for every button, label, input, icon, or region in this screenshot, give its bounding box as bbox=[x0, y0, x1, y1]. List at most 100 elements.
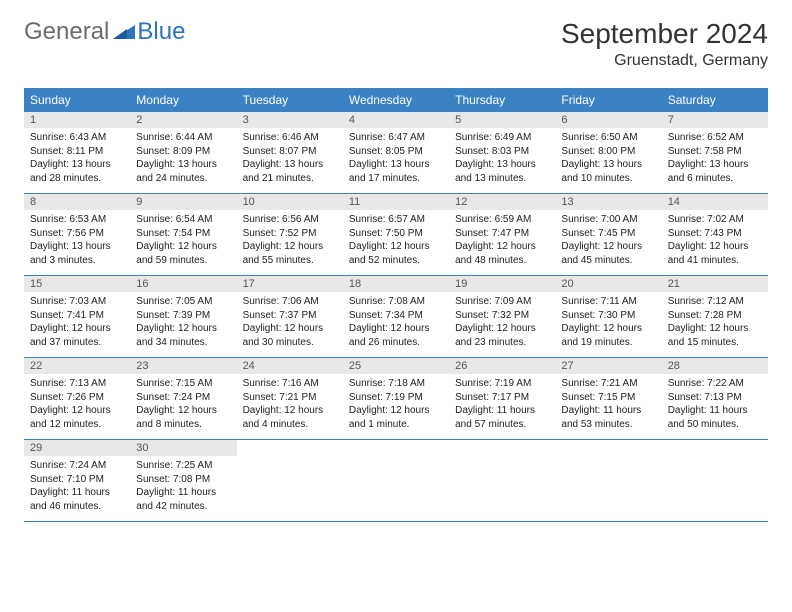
day-number: 30 bbox=[130, 440, 236, 456]
day-cell: 5Sunrise: 6:49 AMSunset: 8:03 PMDaylight… bbox=[449, 112, 555, 193]
sunrise-line: Sunrise: 7:15 AM bbox=[136, 377, 230, 391]
sunset-line: Sunset: 7:41 PM bbox=[30, 309, 124, 323]
weeks-container: 1Sunrise: 6:43 AMSunset: 8:11 PMDaylight… bbox=[24, 112, 768, 522]
sunrise-line: Sunrise: 7:11 AM bbox=[561, 295, 655, 309]
day-cell: 15Sunrise: 7:03 AMSunset: 7:41 PMDayligh… bbox=[24, 276, 130, 357]
day-number: 14 bbox=[662, 194, 768, 210]
day-cell: 14Sunrise: 7:02 AMSunset: 7:43 PMDayligh… bbox=[662, 194, 768, 275]
day-cell: 21Sunrise: 7:12 AMSunset: 7:28 PMDayligh… bbox=[662, 276, 768, 357]
day-cell: 23Sunrise: 7:15 AMSunset: 7:24 PMDayligh… bbox=[130, 358, 236, 439]
sunset-line: Sunset: 7:50 PM bbox=[349, 227, 443, 241]
daylight-line: Daylight: 13 hours and 21 minutes. bbox=[243, 158, 337, 185]
day-number: 6 bbox=[555, 112, 661, 128]
sunset-line: Sunset: 7:58 PM bbox=[668, 145, 762, 159]
location-label: Gruenstadt, Germany bbox=[561, 52, 768, 70]
empty-cell bbox=[237, 440, 343, 521]
logo-triangle-icon bbox=[113, 23, 135, 44]
day-header-tue: Tuesday bbox=[237, 88, 343, 112]
day-number: 22 bbox=[24, 358, 130, 374]
day-cell: 10Sunrise: 6:56 AMSunset: 7:52 PMDayligh… bbox=[237, 194, 343, 275]
day-cell: 17 Sunrise: 7:06 AMSunset: 7:37 PMDayligh… bbox=[237, 276, 343, 357]
empty-cell bbox=[449, 440, 555, 521]
sunset-line: Sunset: 8:05 PM bbox=[349, 145, 443, 159]
sunrise-line: Sunrise: 7:00 AM bbox=[561, 213, 655, 227]
daylight-line: Daylight: 12 hours and 30 minutes. bbox=[243, 322, 337, 349]
day-number: 29 bbox=[24, 440, 130, 456]
day-header-sun: Sunday bbox=[24, 88, 130, 112]
day-number: 7 bbox=[662, 112, 768, 128]
daylight-line: Daylight: 12 hours and 34 minutes. bbox=[136, 322, 230, 349]
day-cell: 9Sunrise: 6:54 AMSunset: 7:54 PMDaylight… bbox=[130, 194, 236, 275]
day-number: 12 bbox=[449, 194, 555, 210]
sunrise-line: Sunrise: 7:16 AM bbox=[243, 377, 337, 391]
daylight-line: Daylight: 12 hours and 48 minutes. bbox=[455, 240, 549, 267]
day-number: 11 bbox=[343, 194, 449, 210]
page-title: September 2024 bbox=[561, 18, 768, 50]
day-cell: 29Sunrise: 7:24 AMSunset: 7:10 PMDayligh… bbox=[24, 440, 130, 521]
day-number: 27 bbox=[555, 358, 661, 374]
sunset-line: Sunset: 8:09 PM bbox=[136, 145, 230, 159]
sunset-line: Sunset: 7:15 PM bbox=[561, 391, 655, 405]
empty-cell bbox=[662, 440, 768, 521]
day-cell: 19Sunrise: 7:09 AMSunset: 7:32 PMDayligh… bbox=[449, 276, 555, 357]
day-cell: 27Sunrise: 7:21 AMSunset: 7:15 PMDayligh… bbox=[555, 358, 661, 439]
daylight-line: Daylight: 12 hours and 4 minutes. bbox=[243, 404, 337, 431]
day-cell: 7Sunrise: 6:52 AMSunset: 7:58 PMDaylight… bbox=[662, 112, 768, 193]
sunrise-line: Sunrise: 6:44 AM bbox=[136, 131, 230, 145]
daylight-line: Daylight: 13 hours and 17 minutes. bbox=[349, 158, 443, 185]
day-cell: 18Sunrise: 7:08 AMSunset: 7:34 PMDayligh… bbox=[343, 276, 449, 357]
sunrise-line: Sunrise: 6:54 AM bbox=[136, 213, 230, 227]
day-cell: 1Sunrise: 6:43 AMSunset: 8:11 PMDaylight… bbox=[24, 112, 130, 193]
daylight-line: Daylight: 13 hours and 6 minutes. bbox=[668, 158, 762, 185]
day-number: 5 bbox=[449, 112, 555, 128]
day-number: 4 bbox=[343, 112, 449, 128]
daylight-line: Daylight: 12 hours and 12 minutes. bbox=[30, 404, 124, 431]
sunrise-line: Sunrise: 7:12 AM bbox=[668, 295, 762, 309]
daylight-line: Daylight: 12 hours and 23 minutes. bbox=[455, 322, 549, 349]
sunrise-line: Sunrise: 6:43 AM bbox=[30, 131, 124, 145]
daylight-line: Daylight: 12 hours and 26 minutes. bbox=[349, 322, 443, 349]
daylight-line: Daylight: 11 hours and 46 minutes. bbox=[30, 486, 124, 513]
day-number: 23 bbox=[130, 358, 236, 374]
sunrise-line: Sunrise: 6:46 AM bbox=[243, 131, 337, 145]
sunset-line: Sunset: 7:30 PM bbox=[561, 309, 655, 323]
sunrise-line: Sunrise: 7:18 AM bbox=[349, 377, 443, 391]
day-cell: 25Sunrise: 7:18 AMSunset: 7:19 PMDayligh… bbox=[343, 358, 449, 439]
day-cell: 20 Sunrise: 7:11 AMSunset: 7:30 PMDayligh… bbox=[555, 276, 661, 357]
day-number: 9 bbox=[130, 194, 236, 210]
day-number: 24 bbox=[237, 358, 343, 374]
day-header-sat: Saturday bbox=[662, 88, 768, 112]
day-number: 2 bbox=[130, 112, 236, 128]
day-header-wed: Wednesday bbox=[343, 88, 449, 112]
sunset-line: Sunset: 7:21 PM bbox=[243, 391, 337, 405]
daylight-line: Daylight: 11 hours and 42 minutes. bbox=[136, 486, 230, 513]
daylight-line: Daylight: 12 hours and 19 minutes. bbox=[561, 322, 655, 349]
sunset-line: Sunset: 7:24 PM bbox=[136, 391, 230, 405]
day-number: 20 bbox=[555, 276, 661, 292]
sunset-line: Sunset: 7:19 PM bbox=[349, 391, 443, 405]
sunset-line: Sunset: 7:08 PM bbox=[136, 473, 230, 487]
sunrise-line: Sunrise: 6:47 AM bbox=[349, 131, 443, 145]
sunset-line: Sunset: 7:47 PM bbox=[455, 227, 549, 241]
sunset-line: Sunset: 7:37 PM bbox=[243, 309, 337, 323]
day-cell: 4 Sunrise: 6:47 AMSunset: 8:05 PMDaylight… bbox=[343, 112, 449, 193]
day-number: 28 bbox=[662, 358, 768, 374]
week-row: 8Sunrise: 6:53 AMSunset: 7:56 PMDaylight… bbox=[24, 194, 768, 276]
daylight-line: Daylight: 12 hours and 37 minutes. bbox=[30, 322, 124, 349]
week-row: 22Sunrise: 7:13 AMSunset: 7:26 PMDayligh… bbox=[24, 358, 768, 440]
day-header-thu: Thursday bbox=[449, 88, 555, 112]
sunset-line: Sunset: 7:13 PM bbox=[668, 391, 762, 405]
day-header-fri: Friday bbox=[555, 88, 661, 112]
day-cell: 26Sunrise: 7:19 AMSunset: 7:17 PMDayligh… bbox=[449, 358, 555, 439]
sunrise-line: Sunrise: 7:06 AM bbox=[243, 295, 337, 309]
sunrise-line: Sunrise: 7:25 AM bbox=[136, 459, 230, 473]
sunrise-line: Sunrise: 7:03 AM bbox=[30, 295, 124, 309]
daylight-line: Daylight: 12 hours and 52 minutes. bbox=[349, 240, 443, 267]
day-cell: 16Sunrise: 7:05 AMSunset: 7:39 PMDayligh… bbox=[130, 276, 236, 357]
day-number: 21 bbox=[662, 276, 768, 292]
daylight-line: Daylight: 13 hours and 3 minutes. bbox=[30, 240, 124, 267]
day-cell: 8Sunrise: 6:53 AMSunset: 7:56 PMDaylight… bbox=[24, 194, 130, 275]
sunset-line: Sunset: 7:43 PM bbox=[668, 227, 762, 241]
day-number: 17 bbox=[237, 276, 343, 292]
sunset-line: Sunset: 7:17 PM bbox=[455, 391, 549, 405]
